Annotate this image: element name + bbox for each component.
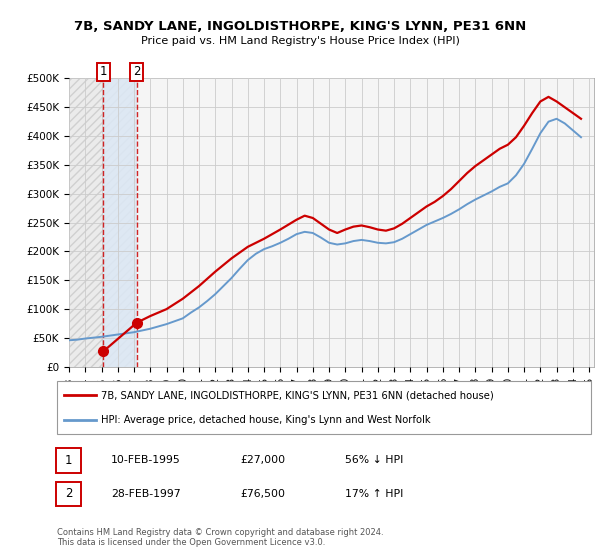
Bar (137, 78, 594, 367)
Text: 1: 1 (100, 66, 107, 78)
Text: 56% ↓ HPI: 56% ↓ HPI (345, 455, 403, 465)
Text: Contains HM Land Registry data © Crown copyright and database right 2024.
This d: Contains HM Land Registry data © Crown c… (57, 528, 383, 547)
Bar (103, 78, 137, 367)
Text: 28-FEB-1997: 28-FEB-1997 (111, 489, 181, 499)
Text: £27,000: £27,000 (240, 455, 285, 465)
Text: 7B, SANDY LANE, INGOLDISTHORPE, KING'S LYNN, PE31 6NN: 7B, SANDY LANE, INGOLDISTHORPE, KING'S L… (74, 20, 526, 32)
Text: £76,500: £76,500 (240, 489, 285, 499)
Text: 2: 2 (133, 66, 140, 78)
Text: HPI: Average price, detached house, King's Lynn and West Norfolk: HPI: Average price, detached house, King… (101, 414, 430, 424)
Text: 17% ↑ HPI: 17% ↑ HPI (345, 489, 403, 499)
Text: 1: 1 (65, 454, 72, 467)
Text: 10-FEB-1995: 10-FEB-1995 (111, 455, 181, 465)
Text: 2: 2 (65, 487, 72, 501)
Text: 7B, SANDY LANE, INGOLDISTHORPE, KING'S LYNN, PE31 6NN (detached house): 7B, SANDY LANE, INGOLDISTHORPE, KING'S L… (101, 390, 494, 400)
Text: Price paid vs. HM Land Registry's House Price Index (HPI): Price paid vs. HM Land Registry's House … (140, 36, 460, 46)
